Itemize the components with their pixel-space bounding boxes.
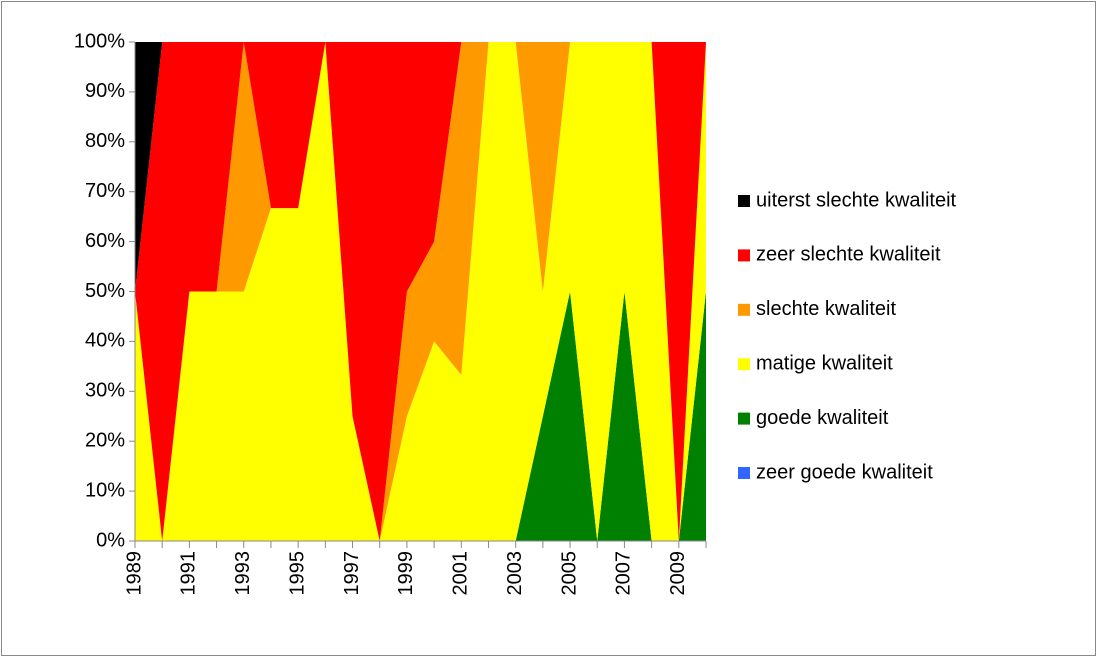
y-tick-label: 100% <box>74 30 125 52</box>
legend-label: matige kwaliteit <box>756 352 893 374</box>
x-tick-label: 1995 <box>286 551 308 596</box>
y-tick-label: 80% <box>85 130 125 152</box>
y-tick-label: 60% <box>85 230 125 252</box>
legend-swatch <box>738 467 750 479</box>
legend-label: zeer slechte kwaliteit <box>756 244 941 266</box>
y-tick-label: 70% <box>85 180 125 202</box>
x-tick-label: 2009 <box>667 551 689 596</box>
x-tick-label: 1997 <box>341 551 363 596</box>
y-tick-label: 40% <box>85 330 125 352</box>
x-tick-label: 1999 <box>395 551 417 596</box>
x-tick-label: 2005 <box>558 551 580 596</box>
legend-swatch <box>738 195 750 207</box>
area <box>135 42 706 541</box>
x-tick-label: 1991 <box>178 551 200 596</box>
legend-swatch <box>738 249 750 262</box>
area <box>135 42 706 541</box>
legend-label: uiterst slechte kwaliteit <box>756 189 957 211</box>
y-tick-label: 50% <box>85 280 125 302</box>
legend-swatch <box>738 303 750 316</box>
y-tick-label: 0% <box>96 529 125 551</box>
area <box>135 42 706 541</box>
y-tick-label: 30% <box>85 380 125 402</box>
x-tick-label: 1993 <box>232 551 254 596</box>
area <box>135 291 706 541</box>
x-tick-label: 2003 <box>504 551 526 596</box>
y-tick-label: 10% <box>85 479 125 501</box>
x-tick-label: 2001 <box>450 551 472 596</box>
legend-label: slechte kwaliteit <box>756 298 897 320</box>
y-tick-label: 20% <box>85 429 125 451</box>
y-tick-label: 90% <box>85 80 125 102</box>
x-tick-label: 2007 <box>613 551 635 596</box>
legend-swatch <box>738 358 750 371</box>
legend-label: zeer goede kwaliteit <box>756 461 933 483</box>
legend-swatch <box>738 412 750 425</box>
x-tick-label: 1989 <box>123 551 145 596</box>
legend-label: goede kwaliteit <box>756 407 889 429</box>
